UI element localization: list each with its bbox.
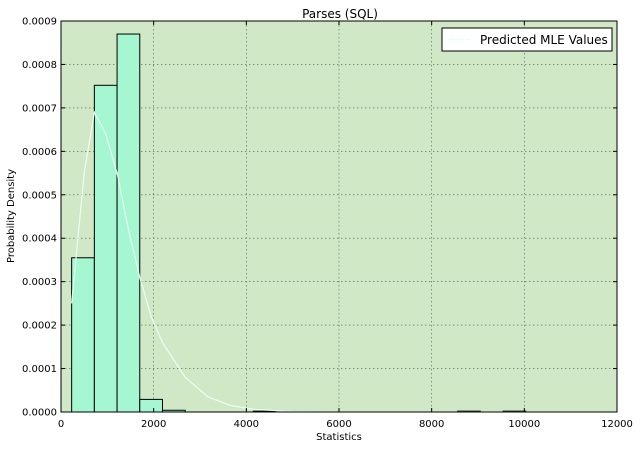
y-tick-label: 0.0003 [22, 277, 57, 288]
histogram-bar [116, 33, 141, 413]
y-tick-label: 0.0006 [22, 147, 57, 158]
y-tick-label: 0.0005 [22, 190, 57, 201]
x-tick-label: 8000 [419, 419, 444, 430]
legend-entry-predicted-mle-values: Predicted MLE Values [480, 33, 608, 47]
x-tick-label: 6000 [326, 419, 351, 430]
legend-box [441, 27, 613, 52]
y-tick-label: 0.0009 [22, 17, 57, 28]
y-axis-label: Probability Density [6, 169, 17, 263]
chart-title: Parses (SQL) [302, 7, 378, 21]
x-tick-label: 2000 [141, 419, 166, 430]
x-tick-label: 10000 [508, 419, 540, 430]
x-tick-label: 12000 [601, 419, 633, 430]
y-tick-label: 0.0002 [22, 321, 57, 332]
legend: Predicted MLE Values [441, 27, 613, 52]
histogram-bar [139, 398, 163, 413]
y-tick-label: 0.0008 [22, 60, 57, 71]
y-tick-label: 0.0000 [22, 408, 57, 419]
y-tick-label: 0.0007 [22, 103, 57, 114]
histogram-bar [71, 257, 95, 413]
x-axis-label: Statistics [316, 432, 362, 443]
x-tick-label: 4000 [234, 419, 259, 430]
x-tick-label: 0 [58, 419, 64, 430]
y-tick-label: 0.0004 [22, 234, 57, 245]
y-tick-label: 0.0001 [22, 364, 57, 375]
